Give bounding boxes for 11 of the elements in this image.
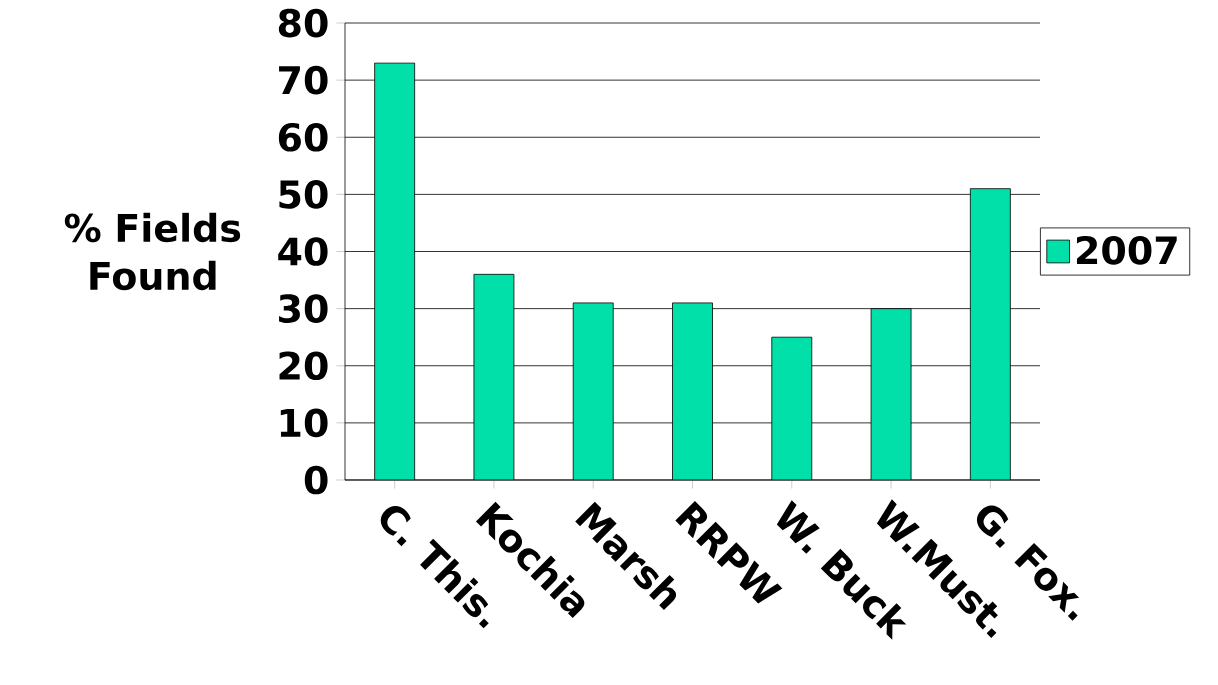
y-tick-label: 70 xyxy=(279,65,328,95)
y-tick-label: 0 xyxy=(304,465,328,495)
y-tick-label: 80 xyxy=(278,8,328,38)
y-tick-label: 50 xyxy=(279,180,328,209)
y-tick-label: 40 xyxy=(278,237,328,266)
y-tick-label: 60 xyxy=(278,122,328,152)
legend-label: 2007 xyxy=(1076,235,1177,265)
y-tick-label: 10 xyxy=(280,408,328,438)
y-tick-label: 20 xyxy=(279,351,328,381)
y-axis-title: % Fields Found xyxy=(64,212,241,291)
y-tick-label: 30 xyxy=(279,294,328,323)
